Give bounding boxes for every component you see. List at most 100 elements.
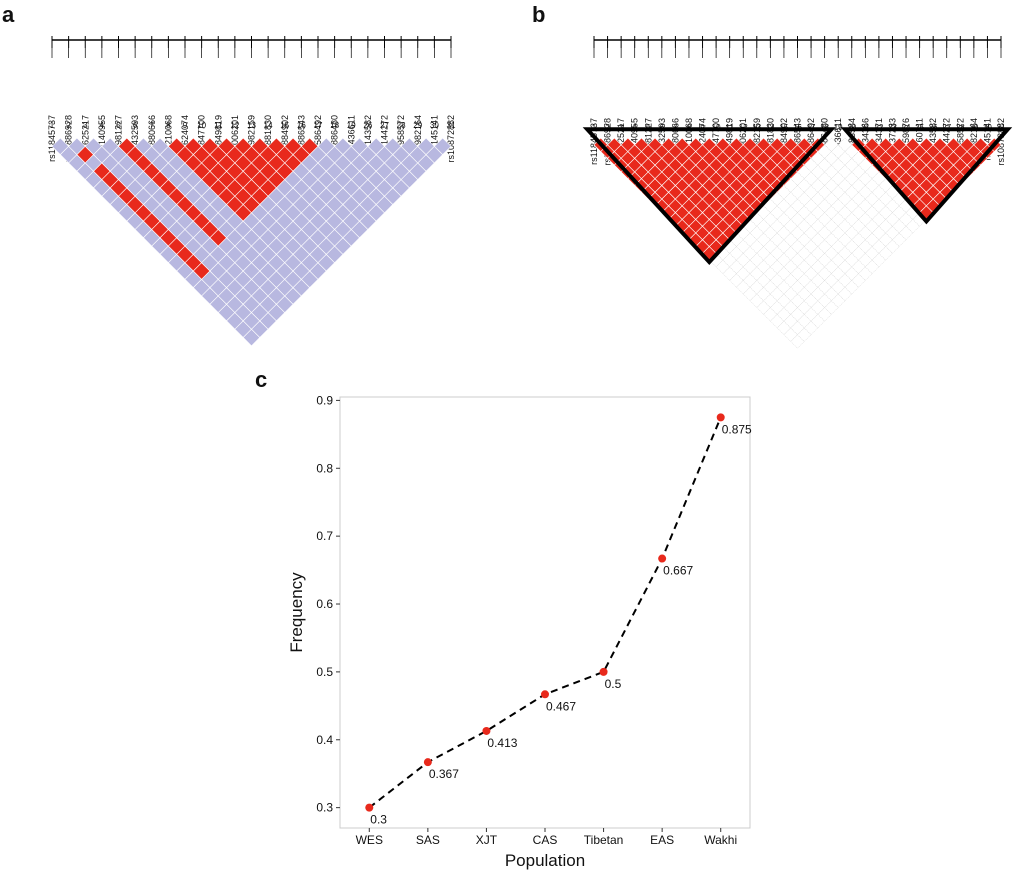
snp-label: rs12886543 [296,115,306,163]
snp-number: 16 [297,121,306,130]
snp-label: rs7143582 [928,118,938,161]
snp-label: rs1958572 [955,118,965,161]
value-label: 0.875 [722,422,752,436]
snp-number: 26 [363,121,372,130]
point [599,667,608,676]
snp-label: rs1958572 [396,115,406,158]
snp-number: 18 [330,121,339,130]
y-tick-label: 0.6 [316,597,333,611]
snp-label: rs4981227 [643,118,653,161]
snp-number: 31 [447,121,456,130]
snp-number: 14 [264,121,273,130]
snp-number: 10 [197,121,206,130]
snp-label: rs12432593 [130,115,140,163]
panel-letter: c [255,367,267,392]
snp-label: rs12586492 [806,118,816,166]
snp-label: rs12436611 [833,118,843,165]
point [482,726,491,735]
snp-number: 15 [280,121,289,130]
snp-label: rs12884902 [280,115,290,163]
snp-label: rs11849819 [213,115,223,162]
snp-number: 28 [397,121,406,130]
snp-label: rs10872882 [446,115,456,163]
y-tick-label: 0.5 [316,665,333,679]
plot-area [339,396,751,829]
snp-number: 13 [247,121,256,130]
snp-label: rs7144272 [380,115,390,158]
value-label: 0.5 [605,677,622,691]
ld-block [582,127,836,266]
point [541,690,549,699]
snp-label: rs4981227 [114,115,124,158]
snp-label: rs10140955 [630,118,640,166]
ld-cell [433,137,452,156]
snp-label: rs12886928 [64,115,74,163]
snp-label: rs11847700 [197,115,207,162]
x-axis-label: Population [505,851,585,870]
snp-label: rs12434371 [874,118,884,166]
snp-label: rs12432593 [657,118,667,166]
snp-label: rs12886480 [820,118,830,166]
panel-letter: b [532,2,545,27]
snp-label: rs4624074 [698,118,708,161]
snp-label: rs12886928 [603,118,613,166]
snp-label: rs12437233 [887,118,897,166]
y-tick-label: 0.7 [316,529,333,543]
value-label: 0.467 [546,699,576,713]
snp-label: rs4624074 [180,115,190,158]
snp-label: rs12881830 [263,115,273,163]
x-tick-label: Tibetan [584,833,624,847]
value-label: 0.667 [663,564,693,578]
snp-label: rs10872882 [996,118,1006,166]
snp-number: 3 [83,121,88,130]
x-tick-label: EAS [650,833,674,847]
snp-label: rs12434366 [860,118,870,166]
snp-number: 6 [133,121,138,130]
x-tick-label: Wakhi [704,833,737,847]
snp-number: 11 [214,121,223,130]
point [423,758,432,767]
y-tick-label: 0.9 [316,393,333,407]
snp-label: rs12886480 [330,115,340,163]
panel-letter: a [2,2,15,27]
snp-number: 29 [413,121,422,130]
snp-label: rs4982164 [413,115,423,158]
snp-number: 12 [230,121,239,130]
snp-label: rs4982159 [752,118,762,161]
value-label: 0.413 [487,736,517,750]
snp-label: rs2210068 [163,115,173,158]
y-axis-label: Frequency [287,572,306,653]
snp-label: rs7160711 [915,118,925,160]
snp-label: rs10140955 [97,115,107,163]
snp-label: rs11845737 [47,115,57,162]
snp-label: rs880666 [147,115,157,153]
snp-label: rs880666 [670,118,680,156]
snp-number: 19 [347,121,356,130]
x-tick-label: XJT [476,833,498,847]
y-tick-label: 0.8 [316,461,333,475]
snp-number: 30 [430,121,439,130]
ld-block [840,127,1013,225]
snp-number: 17 [314,121,323,130]
snp-number: 7 [150,121,155,130]
point [658,554,667,563]
point [716,413,725,422]
snp-label: rs12586543 [793,118,803,166]
snp-label: rs11625217 [80,115,90,162]
snp-label: rs12436611 [346,115,356,162]
x-tick-label: WES [356,833,383,847]
snp-label: rs1006201 [738,118,748,161]
x-tick-label: SAS [416,833,440,847]
snp-number: 2 [66,121,71,130]
snp-label: rs2210068 [684,118,694,161]
snp-label: rs7159876 [901,118,911,161]
snp-label: rs11845737 [589,118,599,165]
snp-number: 8 [166,121,171,130]
y-tick-label: 0.4 [316,733,333,747]
snp-label: rs11625217 [616,118,626,165]
snp-number: 1 [50,121,55,130]
value-label: 0.367 [429,767,459,781]
value-label: 0.3 [370,813,387,827]
snp-label: rs7144272 [942,118,952,161]
